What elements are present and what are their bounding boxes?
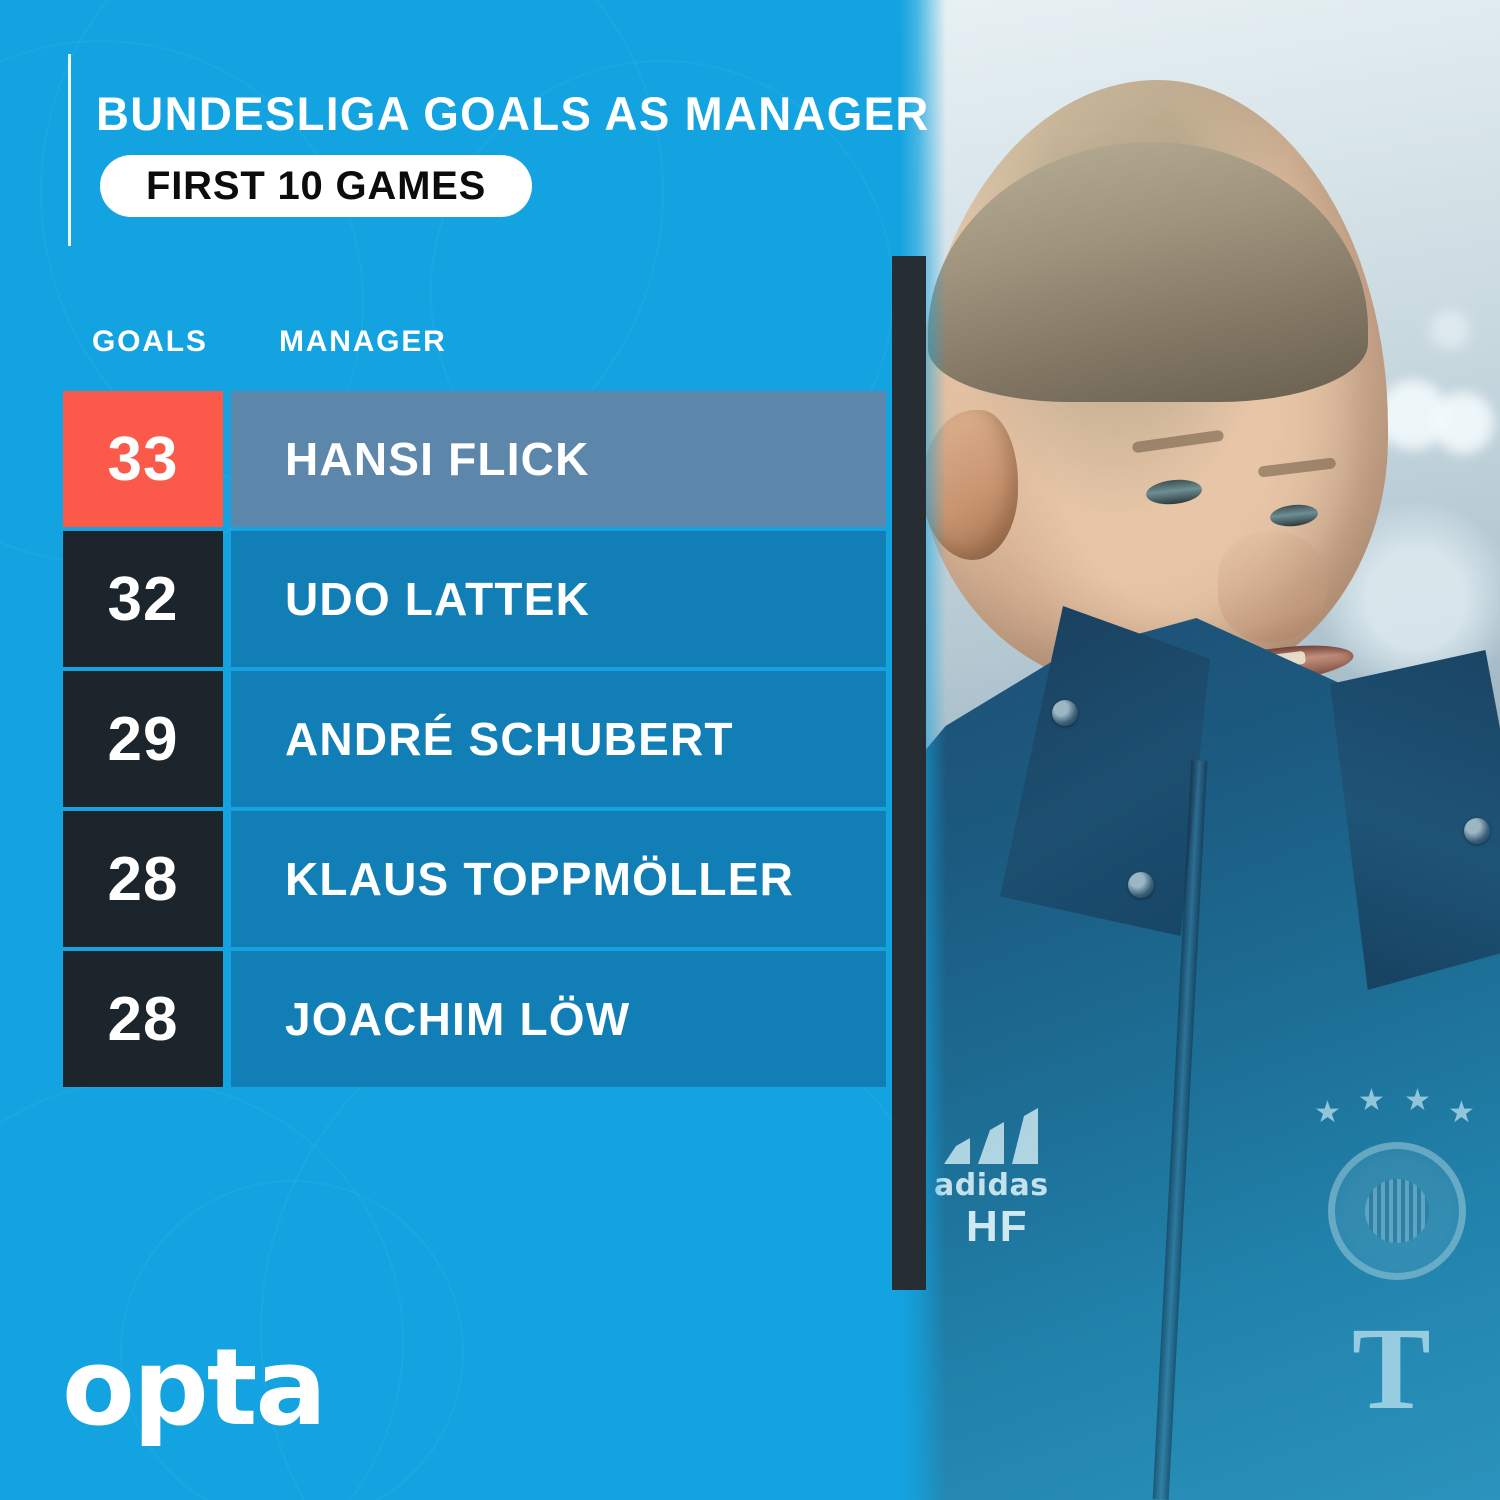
jacket-snap-button [1128,872,1154,898]
watermark-circle [120,1180,464,1500]
goals-value: 33 [107,424,179,494]
manager-name: KLAUS TOPPMÖLLER [285,853,795,905]
adidas-wordmark: adidas [934,1168,1049,1203]
adidas-logo-icon [944,1108,1038,1164]
eye-left [1144,477,1204,507]
subtitle-badge: FIRST 10 GAMES [100,155,533,217]
manager-name: HANSI FLICK [285,433,590,485]
jacket-snap-button [1052,700,1078,726]
title-accent-rule [68,54,71,246]
goals-cell: 28 [63,811,223,947]
champions-star-icon: ★ [1314,1096,1341,1129]
goals-value: 32 [107,564,179,634]
manager-cell: HANSI FLICK [231,391,886,527]
manager-cell: KLAUS TOPPMÖLLER [231,811,886,947]
champions-star-icon: ★ [1358,1084,1385,1117]
bokeh-light [1432,392,1494,454]
column-header-goals: GOALS [92,325,208,358]
manager-photo: adidas HF ★ ★ ★ ★ T [900,0,1500,1500]
goals-cell: 32 [63,531,223,667]
table-row: 28 JOACHIM LÖW [63,951,886,1087]
manager-name: ANDRÉ SCHUBERT [285,713,734,765]
opta-logo: opta [62,1326,327,1449]
champions-star-icon: ★ [1404,1084,1431,1117]
goals-value: 28 [107,844,179,914]
goals-cell: 29 [63,671,223,807]
goals-cell: 33 [63,391,223,527]
fc-bayern-crest-icon [1328,1142,1466,1280]
manager-cell: JOACHIM LÖW [231,951,886,1087]
goals-cell: 28 [63,951,223,1087]
hair [928,142,1368,402]
decorative-dark-bar [892,256,926,1290]
table-row: 33 HANSI FLICK [63,391,886,527]
table-row: 29 ANDRÉ SCHUBERT [63,671,886,807]
column-header-manager: MANAGER [279,325,447,358]
manager-cell: ANDRÉ SCHUBERT [231,671,886,807]
bokeh-light [1430,310,1470,350]
eyebrow-left [1131,429,1225,454]
page-title: BUNDESLIGA GOALS AS MANAGER [96,87,930,140]
ranking-table: 33 HANSI FLICK 32 UDO LATTEK 29 ANDRÉ SC… [63,391,886,1091]
jacket-snap-button [1464,818,1490,844]
sponsor-logo: T [1352,1303,1431,1434]
eyebrow-right [1257,457,1337,478]
manager-cell: UDO LATTEK [231,531,886,667]
table-row: 28 KLAUS TOPPMÖLLER [63,811,886,947]
table-row: 32 UDO LATTEK [63,531,886,667]
champions-star-icon: ★ [1448,1096,1475,1129]
manager-name: UDO LATTEK [285,573,591,625]
nose [1218,532,1328,642]
jacket-initials: HF [966,1202,1029,1251]
subtitle-badge-label: FIRST 10 GAMES [146,163,487,208]
goals-value: 28 [107,984,179,1054]
goals-value: 29 [107,704,179,774]
eye-right [1269,502,1319,529]
manager-name: JOACHIM LÖW [285,993,631,1045]
crest-inner [1365,1179,1429,1243]
